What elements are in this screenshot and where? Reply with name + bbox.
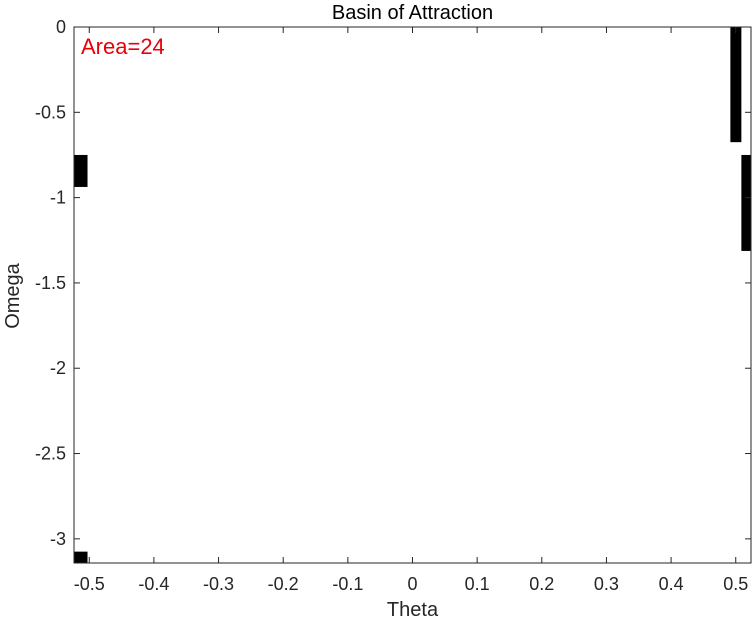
- x-tick-label: -0.2: [268, 574, 299, 594]
- y-axis-label: Omega: [2, 262, 24, 328]
- basin-region-4: [741, 154, 751, 251]
- x-tick-label: 0.2: [529, 574, 554, 594]
- area-annotation: Area=24: [81, 34, 165, 59]
- x-tick-label: -0.3: [203, 574, 234, 594]
- y-tick-label: -2: [50, 358, 66, 378]
- x-tick-label: 0: [407, 574, 417, 594]
- y-tick-label: 0: [56, 17, 66, 37]
- y-tick-label: -2.5: [35, 444, 66, 464]
- y-ticks: 0 -0.5 -1 -1.5 -2 -2.5 -3: [35, 17, 751, 549]
- x-tick-label: 0.3: [594, 574, 619, 594]
- basin-region-1: [74, 154, 88, 187]
- basin-region-3: [730, 27, 742, 143]
- x-tick-label: -0.1: [332, 574, 363, 594]
- x-axis-label: Theta: [387, 599, 439, 620]
- y-tick-label: -1: [50, 188, 66, 208]
- x-tick-label: -0.4: [138, 574, 169, 594]
- basin-regions: [74, 27, 751, 563]
- y-tick-label: -3: [50, 529, 66, 549]
- x-tick-label: 0.1: [465, 574, 490, 594]
- x-tick-label: -0.5: [74, 574, 105, 594]
- x-tick-label: 0.5: [723, 574, 748, 594]
- y-tick-label: -0.5: [35, 102, 66, 122]
- chart-title: Basin of Attraction: [332, 2, 493, 24]
- plot-background: [74, 27, 751, 563]
- x-ticks: -0.5 -0.4 -0.3 -0.2 -0.1 0 0.1 0.2 0.3 0.4 0.5: [74, 27, 748, 594]
- basin-region-2: [74, 551, 88, 563]
- plot-frame: [73, 26, 752, 564]
- x-tick-label: 0.4: [659, 574, 684, 594]
- y-tick-label: -1.5: [35, 273, 66, 293]
